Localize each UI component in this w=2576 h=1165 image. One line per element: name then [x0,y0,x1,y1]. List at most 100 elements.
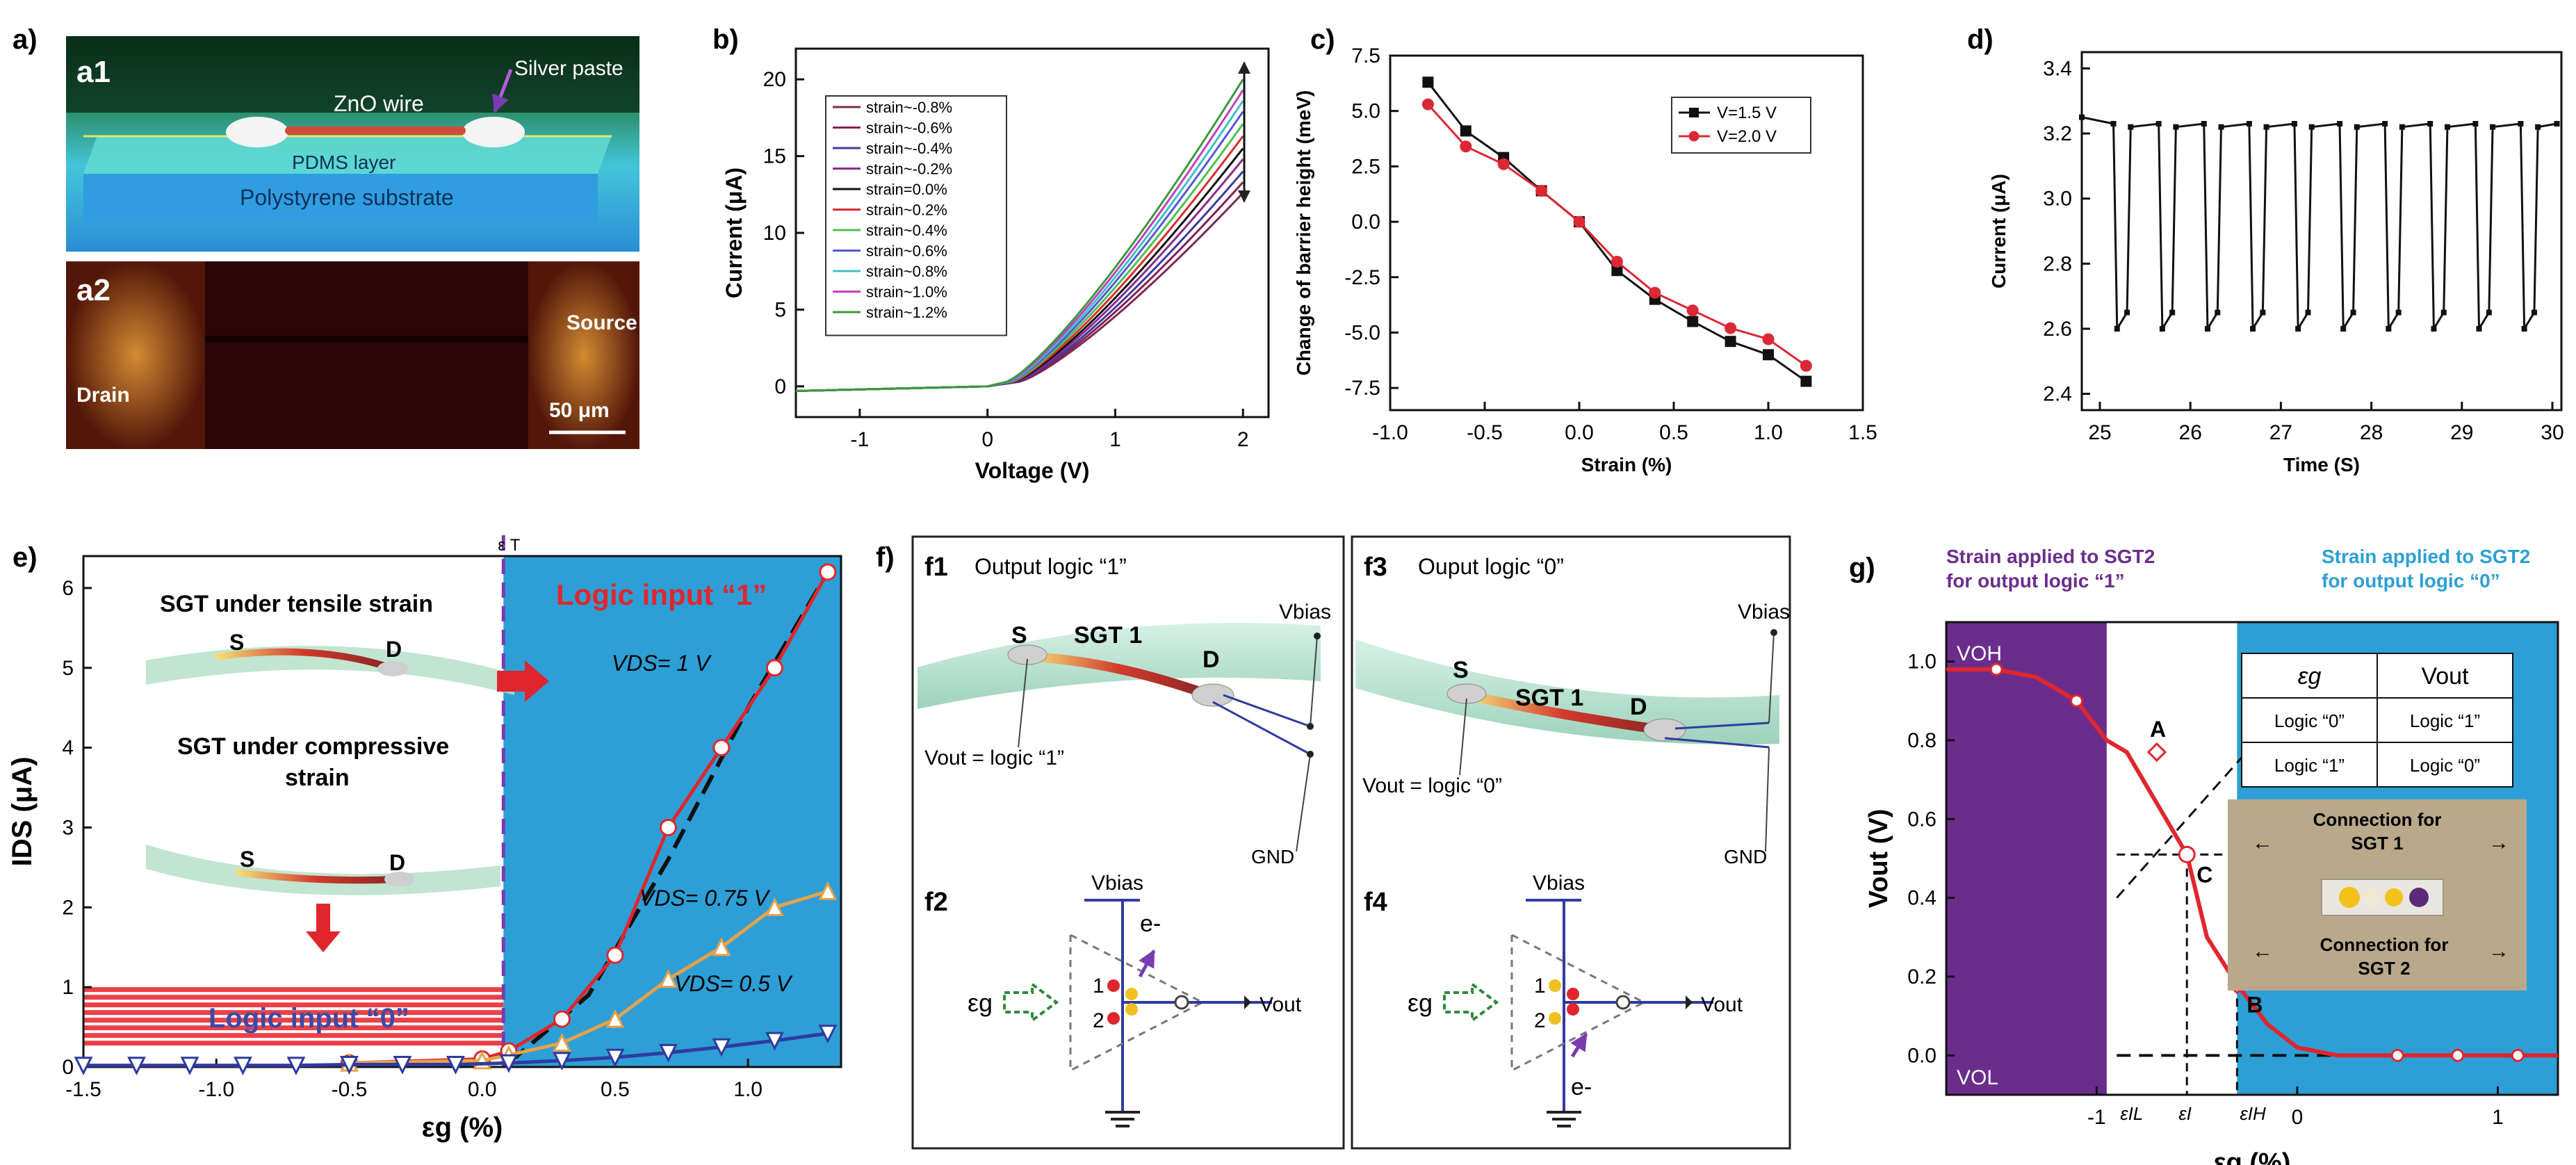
series-line-strain~1.2% [795,79,1244,392]
chip-dot [2409,888,2429,907]
y-tick-label: 0 [774,375,786,398]
y-axis-label: Current (μA) [722,168,747,298]
x-tick-label: 30 [2541,421,2563,444]
data-point [765,659,783,677]
f2-node1: 1 [1093,975,1104,997]
conn1-b: SGT 1 [2351,833,2403,854]
data-point [2110,121,2117,127]
down-arrow [306,904,341,952]
a2-label: a2 [76,273,111,307]
y-axis-label: IDS (μA) [7,757,38,867]
y-axis-label: Vout (V) [1864,809,1893,909]
data-point [1725,322,1737,334]
y-tick-label: 0.6 [1907,808,1937,831]
vds1-label: VDS= 1 V [612,651,712,676]
data-point [1800,375,1812,387]
x-axis-label: Time (S) [2283,454,2360,475]
plot-frame [82,555,842,1068]
data-point [2204,325,2210,332]
eih-label: εIH [2240,1103,2266,1124]
x-tick-label: 1 [1109,428,1121,451]
f1-wire [1024,652,1214,700]
data-point [2531,309,2537,316]
data-point [2354,124,2360,130]
legend-label: V=2.0 V [1717,127,1777,146]
legend-marker [1688,131,1699,142]
table-header: Vout [2421,663,2469,690]
chart-g: -1 0 1 0.0 0.2 0.4 0.6 0.8 1.0 εg (%) Vout (V) Stra… [1864,546,2559,1165]
f3-s: S [1453,657,1469,683]
data-point [819,563,837,581]
f4-node1: 1 [1534,975,1546,997]
x-tick-label: -1.0 [1372,421,1408,444]
x-tick-label: 29 [2450,421,2473,444]
data-point [2079,114,2085,120]
series-line-current [2081,116,2557,333]
tensile-d: D [386,637,402,662]
x-tick-label: -1 [2087,1106,2106,1129]
x-tick-label: 0 [981,428,993,451]
y-tick-label: 4 [62,737,74,760]
conn2-a: Connection for [2320,934,2449,955]
f1-s: S [1011,622,1027,649]
y-tick-label: 5 [774,298,786,321]
f4-label: f4 [1364,888,1387,917]
data-point [2159,325,2165,332]
data-point [2390,1048,2404,1062]
compressive-electrode [384,872,415,887]
data-point [2114,325,2120,332]
legend-label: strain=0.0% [866,181,947,198]
legend-label: strain~0.4% [866,222,947,239]
y-tick-label: 0.0 [1351,211,1380,234]
silver-paste-left [226,117,288,147]
data-point [2263,124,2269,130]
x-tick-label: 28 [2360,421,2383,444]
y-tick-label: 3 [62,816,74,839]
y-tick-label: 0.4 [1907,887,1937,910]
data-point [2250,325,2256,332]
data-point [2382,121,2388,127]
data-point [1649,286,1661,299]
data-point [2124,309,2130,316]
conn-arrow: ← [2252,940,2273,963]
x-tick-label: 0 [2292,1106,2304,1129]
point-A [2146,742,2167,763]
f3-gnd: GND [1724,846,1767,867]
chip-dot [2363,888,2381,906]
series-line-vout [1946,667,2558,1058]
f1-title: Output logic “1” [975,554,1127,579]
f-left-frame [911,535,1345,1150]
tensile-wire [215,648,391,671]
data-point [499,1054,519,1073]
y-tick-label: 3.4 [2043,57,2072,80]
legend-label: strain~-0.4% [866,140,952,157]
data-point [2155,121,2162,127]
data-point [2215,309,2221,316]
f1-label: f1 [924,553,948,582]
f4-eminus: e- [1571,1074,1592,1100]
table-cell: Logic “0” [2410,755,2480,776]
purple-region [1946,622,2107,1095]
data-point [2295,325,2301,332]
point-label-C: C [2196,862,2212,887]
data-point [2260,309,2266,316]
legend-box [825,95,1007,336]
panel-f: f1 Output logic “1” S SGT 1 D Vbias Vout… [911,535,1791,1150]
x-tick-label: -1.0 [198,1078,234,1101]
source-label: Source [566,311,637,334]
compressive-wire [236,869,397,884]
f1-gnd: GND [1251,846,1294,867]
data-point [712,937,731,956]
data-point [2476,325,2482,332]
data-point [2305,309,2311,316]
right-arrow [497,660,549,702]
x-tick-label: 0.5 [601,1078,630,1101]
scale-bar-label: 50 μm [549,399,610,422]
data-point [605,1009,625,1028]
f3-substrate [1355,639,1779,744]
y-tick-label: 0.8 [1907,729,1937,752]
x-tick-label: 1 [2492,1106,2504,1129]
y-tick-label: 2 [62,896,74,919]
data-point [2350,309,2356,316]
